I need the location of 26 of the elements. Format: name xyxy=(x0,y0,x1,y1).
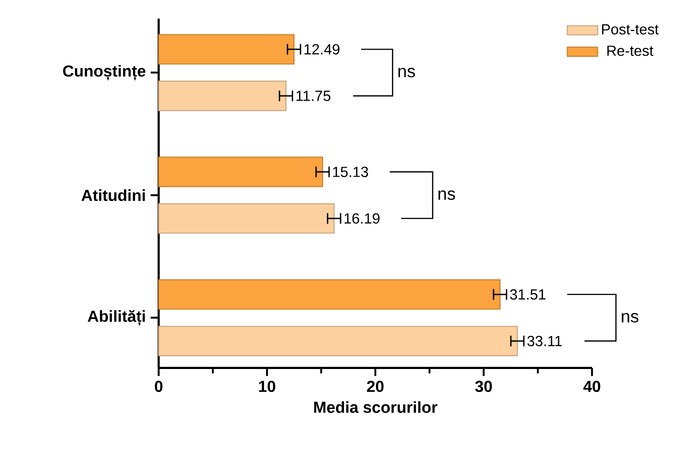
legend-label: Re-test xyxy=(607,46,654,56)
x-tick-label: 20 xyxy=(367,380,384,392)
y-tick-label: Cunoștințe xyxy=(63,64,146,80)
bar xyxy=(158,326,518,356)
y-tick-label: Atitudini xyxy=(81,189,145,202)
x-axis-title: Media scorurilor xyxy=(314,401,438,413)
data-label: 31.51 xyxy=(510,289,546,300)
legend-label: Post-test xyxy=(602,24,659,34)
data-label: 12.49 xyxy=(304,44,340,54)
x-tick-label: 30 xyxy=(475,380,492,392)
x-tick-label: 40 xyxy=(583,380,600,392)
data-label: 11.75 xyxy=(296,90,330,101)
x-tick-label: 0 xyxy=(154,380,162,392)
text: ns xyxy=(622,312,638,322)
bar xyxy=(158,34,295,65)
bar xyxy=(158,80,286,112)
data-label: 16.19 xyxy=(344,213,380,224)
annotation: ns xyxy=(398,68,415,78)
data-label: 15.13 xyxy=(333,166,368,178)
bar xyxy=(158,203,335,234)
bar xyxy=(158,279,501,310)
annotation: ns xyxy=(438,190,456,200)
y-tick-label: Abilități xyxy=(88,310,145,326)
data-label: 33.11 xyxy=(527,336,562,346)
bar xyxy=(158,156,324,188)
x-tick-label: 10 xyxy=(259,380,276,392)
